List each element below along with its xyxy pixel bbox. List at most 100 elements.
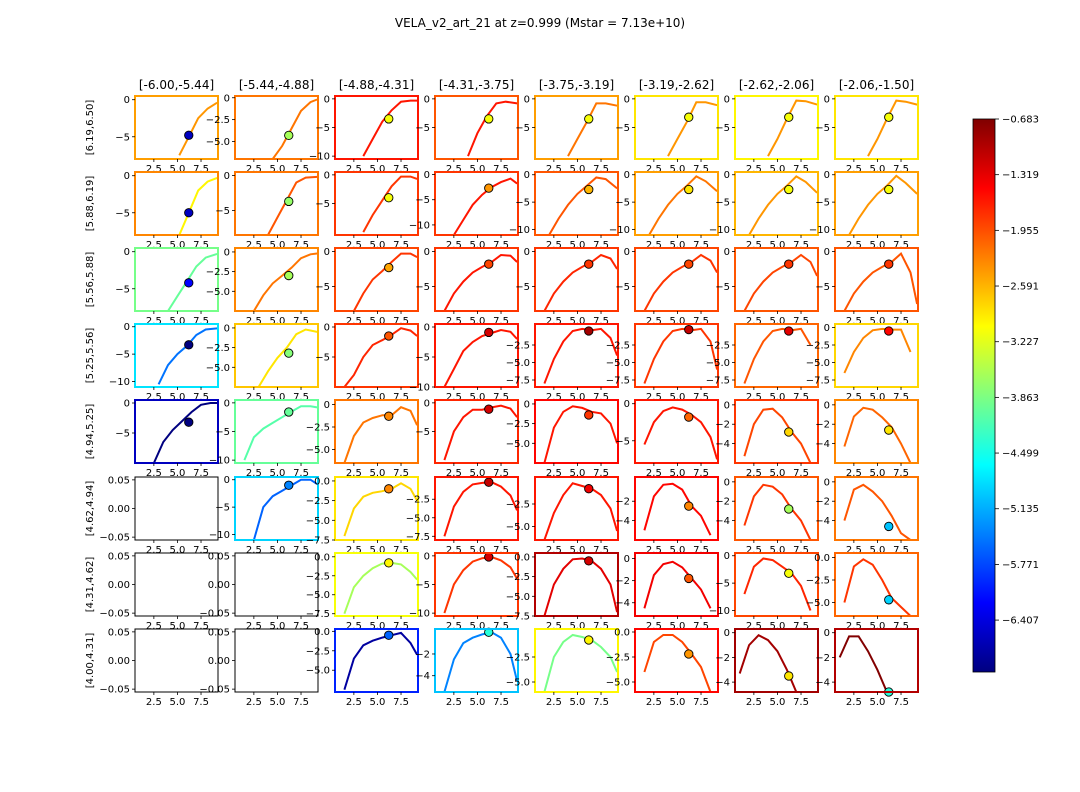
subplot: 2.5 5.0 7.5 0 −5	[215, 171, 319, 251]
x-tick-label: 2.5	[446, 697, 462, 708]
y-tick-label: 0	[724, 170, 730, 181]
point-marker	[784, 427, 794, 437]
y-tick-label: 0.05	[108, 627, 130, 638]
subplot-frame	[134, 476, 219, 541]
y-tick-label: −2	[615, 576, 630, 587]
point-marker	[384, 411, 394, 421]
x-tick-label: 5.0	[169, 316, 185, 327]
subplot-frame	[534, 628, 619, 693]
profile-line	[648, 175, 718, 235]
profile-line	[543, 327, 618, 384]
y-tick-label: −10	[809, 225, 830, 236]
x-tick-label: 2.5	[346, 468, 362, 479]
y-tick-label: −4	[415, 671, 430, 682]
point-marker	[484, 327, 494, 338]
x-tick-label: 7.5	[293, 164, 309, 175]
y-tick-label: 0	[724, 551, 730, 562]
point-marker	[384, 114, 394, 124]
subplot: 2.5 5.0 7.5 0 −2.5 −5.0	[306, 399, 419, 479]
profile-line	[443, 555, 518, 614]
y-tick-label: −5.0	[506, 678, 530, 689]
x-tick-label: 7.5	[793, 468, 809, 479]
y-tick-label: −0.05	[199, 609, 230, 620]
x-tick-label: 5.0	[169, 164, 185, 175]
x-tick-label: 2.5	[446, 621, 462, 632]
subplot: 2.5 5.0 7.5 0.0 −2.5 −5.0 −7.5	[306, 476, 419, 556]
subplot-frame	[834, 399, 919, 464]
column-label: [-4.31,-3.75]	[439, 78, 514, 92]
x-tick-label: 7.5	[793, 164, 809, 175]
y-tick-label: 0	[824, 94, 830, 105]
y-tick-label: −7.5	[506, 376, 530, 387]
point-marker	[184, 417, 194, 427]
x-tick-label: 7.5	[493, 621, 509, 632]
subplot: 2.5 5.0 7.5 0 −5	[415, 247, 519, 327]
point-marker	[284, 407, 294, 417]
x-tick-label: 2.5	[746, 697, 762, 708]
subplot-frame	[834, 171, 919, 236]
point-marker	[784, 671, 794, 681]
y-tick-label: −0.05	[99, 609, 130, 620]
y-tick-label: 0	[824, 628, 830, 639]
y-tick-label: 0.0	[614, 628, 630, 639]
point-marker	[684, 649, 694, 659]
y-tick-label: 0	[424, 170, 430, 181]
y-tick-label: 0.05	[108, 475, 130, 486]
x-tick-label: 7.5	[193, 621, 209, 632]
x-tick-label: 7.5	[593, 164, 609, 175]
x-tick-label: 2.5	[246, 240, 262, 251]
y-tick-label: −5	[315, 199, 330, 210]
subplot-frame	[834, 95, 919, 160]
x-tick-label: 5.0	[669, 392, 685, 403]
point-marker	[584, 326, 594, 336]
profile-line	[743, 557, 812, 611]
y-tick-label: −5	[415, 123, 430, 134]
y-tick-label: −5	[215, 427, 230, 438]
y-tick-label: 0.00	[108, 580, 130, 591]
subplot-frame	[134, 247, 219, 312]
y-tick-label: −5	[815, 282, 830, 293]
x-tick-label: 2.5	[846, 697, 862, 708]
point-marker	[484, 114, 494, 124]
profile-line	[152, 402, 218, 463]
x-tick-label: 2.5	[646, 316, 662, 327]
y-tick-label: −4	[715, 439, 730, 450]
x-tick-label: 2.5	[746, 316, 762, 327]
x-tick-label: 5.0	[569, 164, 585, 175]
profile-line	[743, 253, 818, 311]
y-tick-label: −5	[315, 353, 330, 364]
colorbar-tick-label: −1.319	[1002, 170, 1039, 181]
subplot: 2.5 5.0 7.5 0.05 0.00 −0.05	[99, 475, 219, 556]
x-tick-label: 2.5	[446, 468, 462, 479]
y-tick-label: −7.5	[706, 376, 730, 387]
y-tick-label: −2.5	[406, 495, 430, 506]
column-label: [-3.75,-3.19]	[539, 78, 614, 92]
x-tick-label: 5.0	[469, 392, 485, 403]
y-tick-label: −10	[409, 609, 430, 620]
x-tick-label: 5.0	[369, 621, 385, 632]
y-tick-label: 0.0	[314, 627, 330, 638]
y-tick-label: −4	[815, 678, 830, 689]
point-marker	[684, 184, 694, 195]
point-marker	[284, 130, 294, 141]
x-tick-label: 7.5	[293, 316, 309, 327]
y-tick-label: −10	[409, 220, 430, 231]
y-tick-label: −5	[115, 208, 130, 219]
x-tick-label: 5.0	[669, 164, 685, 175]
y-tick-label: 0	[324, 323, 330, 334]
subplot: 2.5 5.0 7.5 0 −5	[115, 247, 219, 327]
y-tick-label: 0	[424, 398, 430, 409]
y-tick-label: −5	[415, 427, 430, 438]
x-tick-label: 2.5	[746, 621, 762, 632]
x-tick-label: 5.0	[669, 468, 685, 479]
colorbar-tick-label: −1.955	[1002, 226, 1039, 237]
y-tick-label: −5.0	[306, 445, 330, 456]
profile-line	[748, 175, 818, 235]
subplot: 2.5 5.0 7.5 0 −2.5 −5.0	[206, 323, 319, 403]
profile-line	[667, 101, 718, 157]
y-tick-label: 0	[724, 247, 730, 258]
x-tick-label: 2.5	[546, 468, 562, 479]
x-tick-label: 7.5	[793, 316, 809, 327]
x-tick-label: 5.0	[469, 621, 485, 632]
profile-line	[343, 482, 418, 537]
